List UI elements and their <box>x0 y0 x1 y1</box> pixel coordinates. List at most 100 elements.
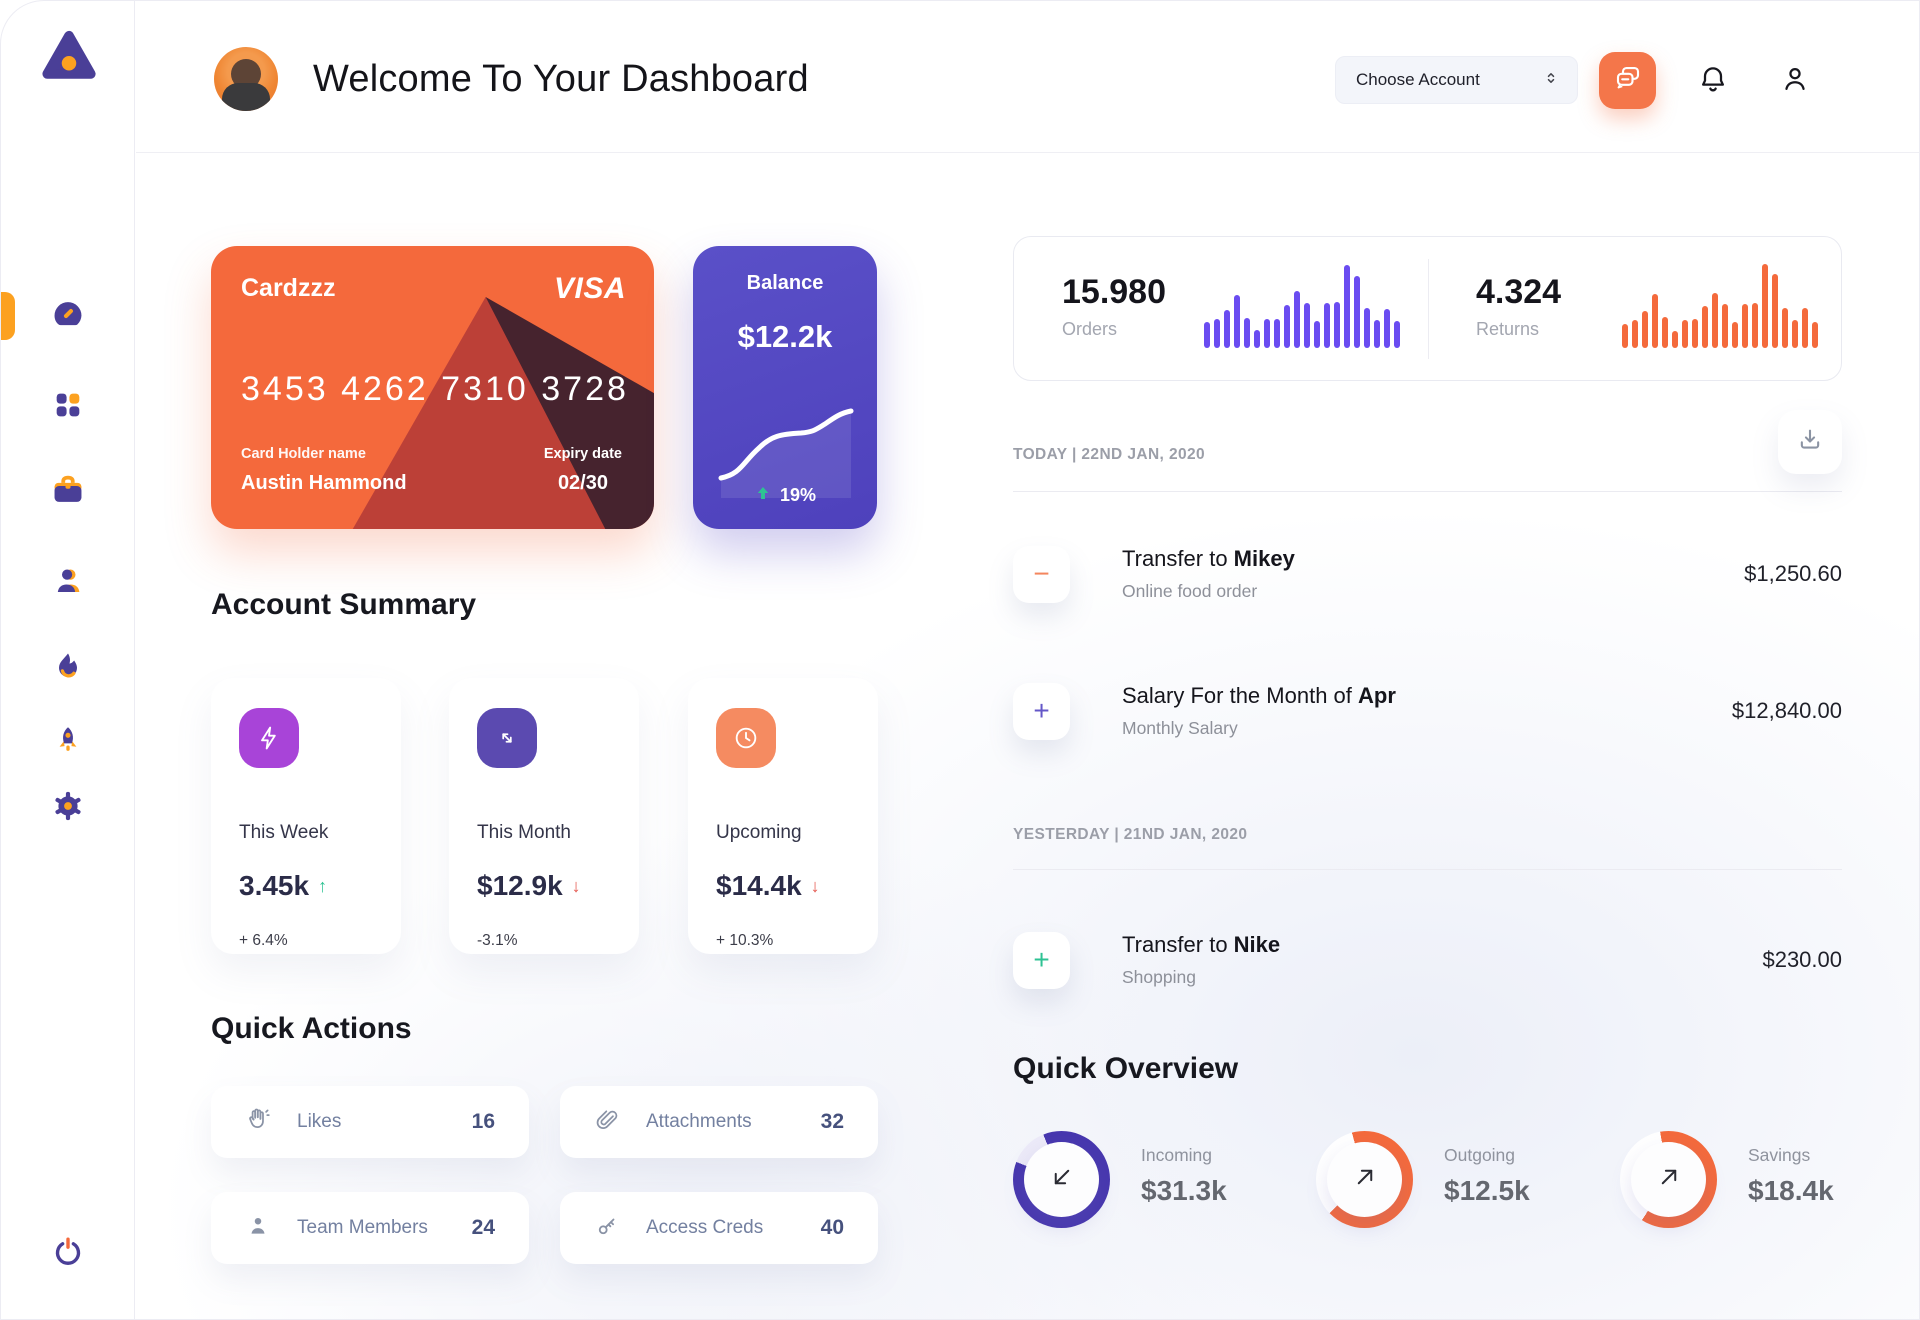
clap-icon <box>245 1107 271 1138</box>
transaction-subtitle: Online food order <box>1122 581 1258 601</box>
action-label: Team Members <box>297 1217 428 1238</box>
transaction-title: Transfer to Mikey <box>1122 546 1295 571</box>
returns-label: Returns <box>1476 319 1540 339</box>
summary-card-this-month: This Month $12.9k ↓ -3.1% <box>449 678 639 954</box>
arrow-up-right-icon <box>1350 1162 1380 1197</box>
date-header-yesterday: YESTERDAY | 21ND JAN, 2020 <box>1013 826 1248 843</box>
action-likes[interactable]: Likes 16 <box>211 1086 529 1158</box>
arrow-up-right-icon <box>1654 1162 1684 1197</box>
quick-actions-heading: Quick Actions <box>211 1012 412 1045</box>
sidebar-item-launch[interactable] <box>38 713 98 773</box>
stats-divider <box>1428 259 1429 359</box>
action-count: 16 <box>471 1110 495 1133</box>
balance-trend-chart <box>707 386 863 503</box>
action-team-members[interactable]: Team Members 24 <box>211 1192 529 1264</box>
savings-ring <box>1620 1131 1717 1228</box>
transaction-row[interactable]: − Transfer to Mikey Online food order $1… <box>1013 545 1842 603</box>
flame-icon <box>50 649 86 690</box>
overview-savings: Savings $18.4k <box>1620 1131 1920 1231</box>
rocket-icon <box>50 723 86 764</box>
user-avatar[interactable] <box>214 47 278 111</box>
summary-delta: + 10.3% <box>716 932 774 949</box>
plus-icon: + <box>1013 931 1070 989</box>
summary-card-this-week: This Week 3.45k ↑ + 6.4% <box>211 678 401 954</box>
account-summary-heading: Account Summary <box>211 588 477 621</box>
orders-label: Orders <box>1062 319 1118 339</box>
transaction-subtitle: Shopping <box>1122 967 1196 987</box>
transaction-title: Transfer to Nike <box>1122 932 1281 957</box>
app-logo <box>40 28 98 86</box>
summary-delta: -3.1% <box>477 932 518 949</box>
card-holder-label: Card Holder name <box>241 446 366 462</box>
action-label: Access Creds <box>646 1217 764 1238</box>
action-count: 40 <box>820 1216 844 1239</box>
card-holder-name: Austin Hammond <box>241 472 407 494</box>
paperclip-icon <box>594 1107 620 1138</box>
sidebar-logout[interactable] <box>38 1224 98 1284</box>
overview-incoming: Incoming $31.3k <box>1013 1131 1313 1231</box>
expiry-value: 02/30 <box>557 472 608 494</box>
transaction-row[interactable]: + Salary For the Month of Apr Monthly Sa… <box>1013 682 1842 740</box>
balance-change: 19% <box>779 485 817 505</box>
account-selector[interactable]: Choose Account <box>1335 56 1578 104</box>
lightning-icon <box>239 708 299 768</box>
transaction-title: Salary For the Month of Apr <box>1122 683 1396 708</box>
transaction-amount: $230.00 <box>1762 947 1842 972</box>
chat-icon <box>1613 63 1643 98</box>
overview-outgoing: Outgoing $12.5k <box>1316 1131 1616 1231</box>
summary-label: This Week <box>239 822 329 843</box>
clock-icon <box>716 708 776 768</box>
overview-value: $31.3k <box>1141 1175 1227 1206</box>
expiry-label: Expiry date <box>543 446 622 462</box>
action-label: Likes <box>297 1111 342 1132</box>
key-icon <box>594 1213 620 1244</box>
summary-label: This Month <box>477 822 571 843</box>
plus-icon: + <box>1013 682 1070 740</box>
overview-value: $12.5k <box>1444 1175 1530 1206</box>
trend-down-icon: ↓ <box>810 875 820 896</box>
card-number: 3453 4262 7310 3728 <box>241 370 629 408</box>
power-icon <box>51 1235 85 1274</box>
sidebar-item-settings[interactable] <box>38 778 98 838</box>
overview-label: Outgoing <box>1444 1145 1516 1165</box>
sidebar <box>0 0 135 1320</box>
transaction-amount: $1,250.60 <box>1744 561 1842 586</box>
balance-value: $12.2k <box>737 319 833 354</box>
action-access-creds[interactable]: Access Creds 40 <box>560 1192 878 1264</box>
sidebar-item-activity[interactable] <box>38 639 98 699</box>
summary-delta: + 6.4% <box>239 932 288 949</box>
summary-card-upcoming: Upcoming $14.4k ↓ + 10.3% <box>688 678 878 954</box>
sidebar-item-apps[interactable] <box>38 377 98 437</box>
transaction-amount: $12,840.00 <box>1731 698 1842 723</box>
section-divider <box>1013 491 1842 492</box>
apps-grid-icon <box>51 388 85 427</box>
sidebar-item-projects[interactable] <box>38 462 98 522</box>
up-arrow-icon <box>754 484 772 507</box>
header-divider <box>136 152 1920 153</box>
download-button[interactable] <box>1778 410 1842 474</box>
transaction-subtitle: Monthly Salary <box>1122 718 1238 738</box>
balance-label: Balance <box>746 272 824 294</box>
section-divider <box>1013 869 1842 870</box>
returns-bar-chart <box>1622 262 1818 348</box>
transaction-row[interactable]: + Transfer to Nike Shopping $230.00 <box>1013 931 1842 989</box>
sidebar-item-dashboard[interactable] <box>38 286 98 346</box>
action-attachments[interactable]: Attachments 32 <box>560 1086 878 1158</box>
sidebar-item-team[interactable] <box>38 552 98 612</box>
summary-value: 3.45k ↑ <box>239 870 328 901</box>
balance-card: Balance $12.2k 19% <box>693 246 877 529</box>
notifications-button[interactable] <box>1690 58 1736 104</box>
user-icon <box>50 562 86 603</box>
arrow-down-left-icon <box>1047 1162 1077 1197</box>
page-title: Welcome To Your Dashboard <box>313 58 809 100</box>
speedometer-icon <box>49 295 87 338</box>
bell-icon <box>1697 63 1729 100</box>
profile-button[interactable] <box>1772 58 1818 104</box>
chat-button[interactable] <box>1599 52 1656 109</box>
action-count: 24 <box>471 1216 495 1239</box>
download-icon <box>1796 426 1824 459</box>
incoming-ring <box>1013 1131 1110 1228</box>
summary-value: $12.9k ↓ <box>477 870 581 901</box>
credit-card: Cardzzz VISA 3453 4262 7310 3728 Card Ho… <box>211 246 654 529</box>
